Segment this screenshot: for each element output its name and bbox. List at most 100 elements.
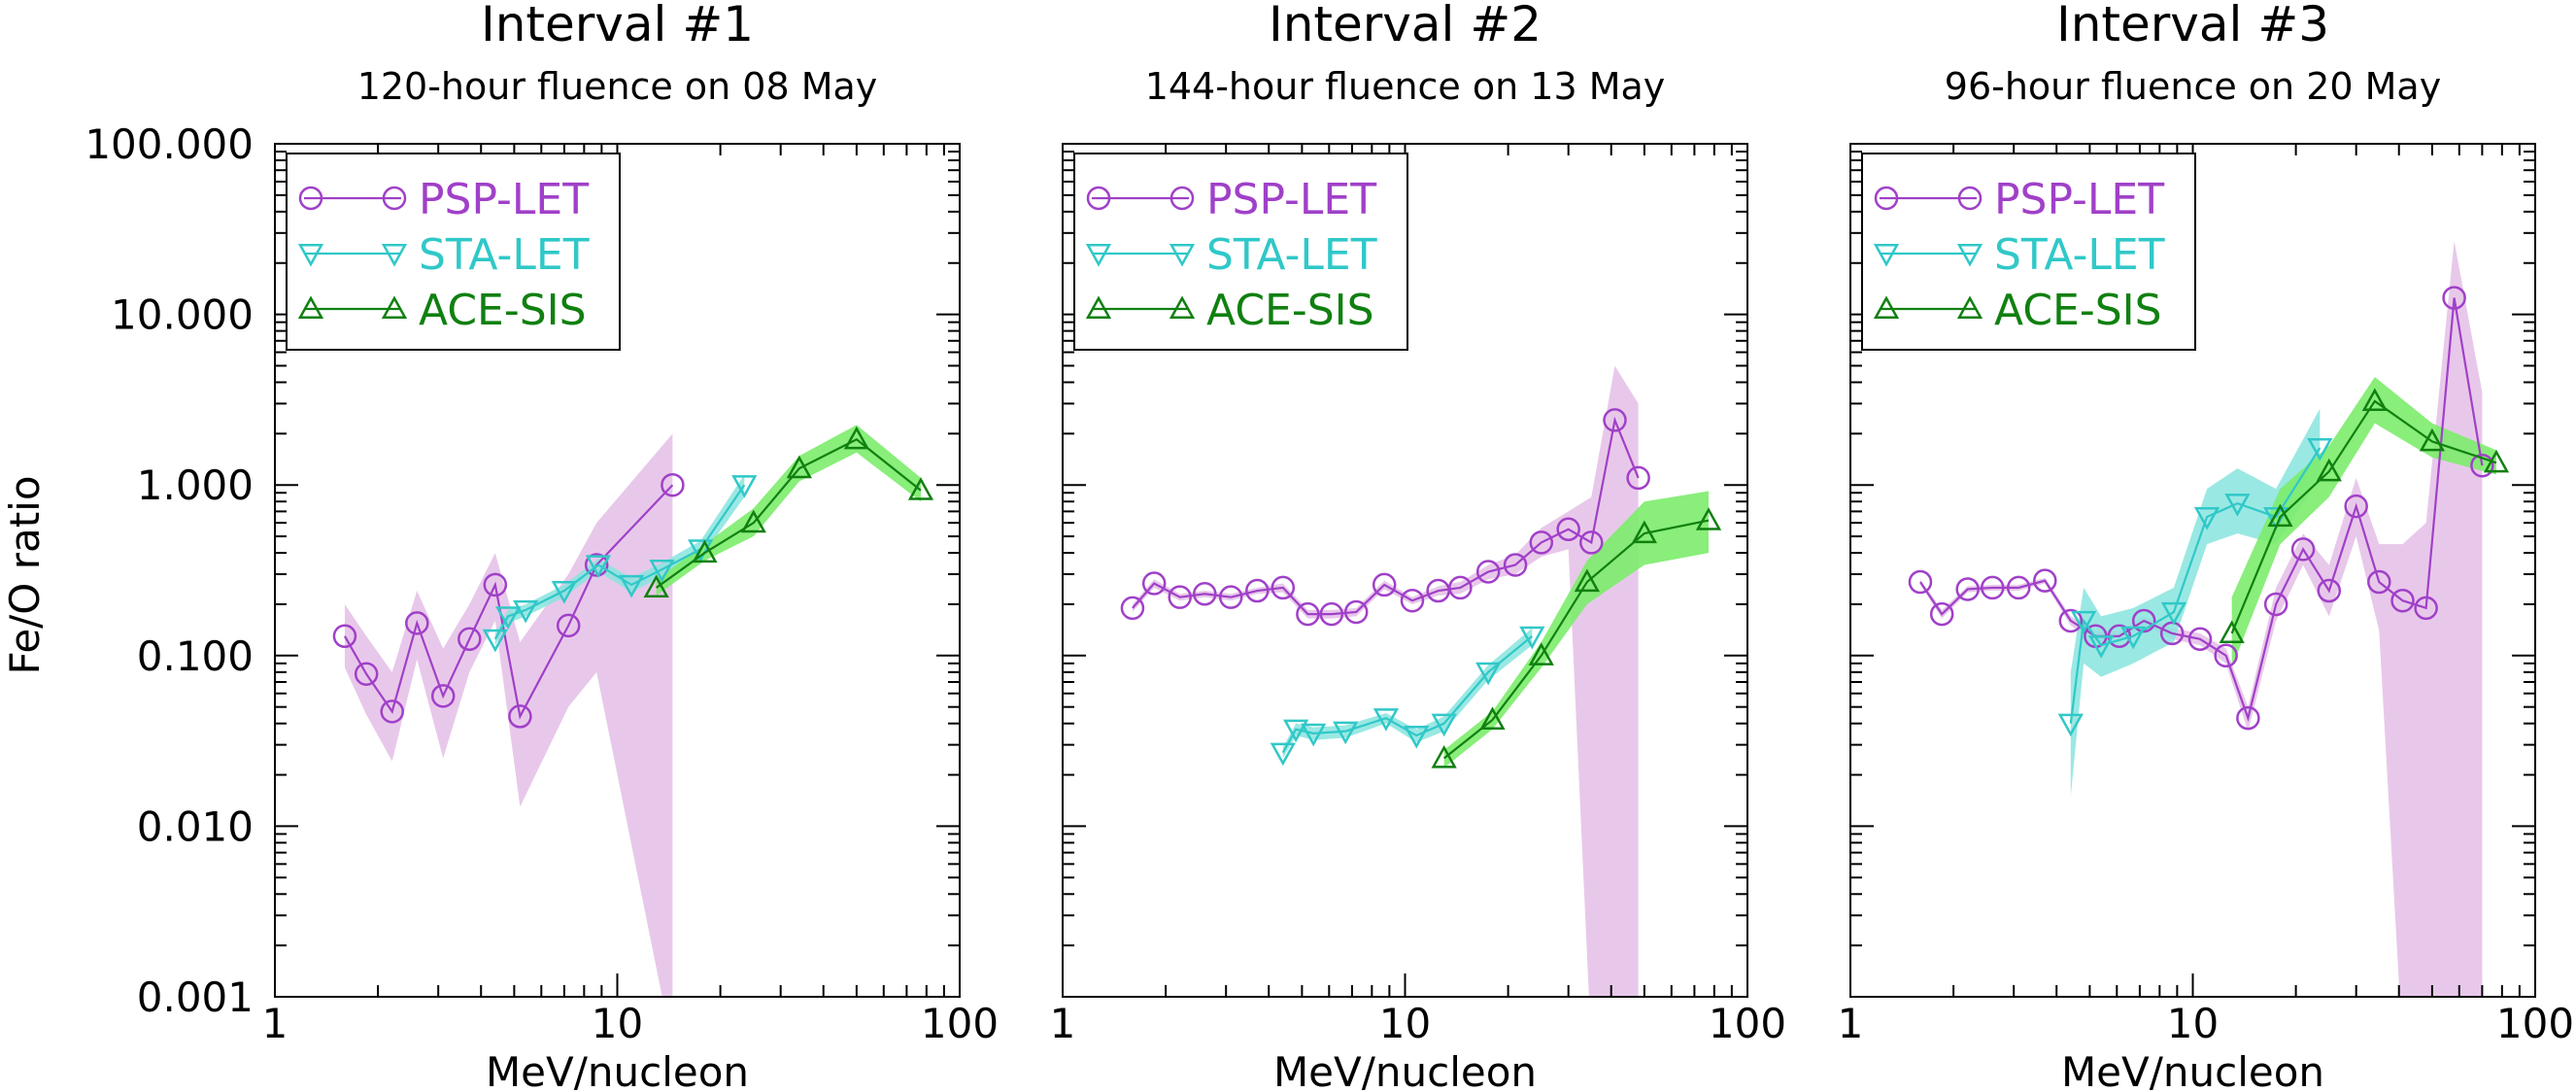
data-point — [1431, 744, 1457, 768]
x-tick-label: 10 — [592, 1000, 643, 1047]
data-point — [740, 509, 766, 533]
legend-marker — [1873, 243, 1900, 267]
data-point — [1319, 601, 1344, 627]
data-point — [2263, 507, 2289, 530]
data-point — [2120, 626, 2147, 650]
y-tick-label: 0.010 — [137, 802, 254, 850]
legend-marker — [1169, 186, 1195, 211]
error-band-psp-let — [1919, 240, 2483, 997]
y-tick-label: 100.000 — [85, 120, 254, 168]
data-point — [2483, 449, 2510, 473]
data-point — [1529, 530, 1554, 555]
data-point — [2219, 620, 2245, 643]
data-point — [618, 574, 645, 598]
legend-marker — [1956, 295, 1983, 320]
legend-label: PSP-LET — [1994, 175, 2164, 224]
data-point — [2267, 503, 2293, 528]
legend-marker — [1169, 243, 1196, 267]
data-point — [2071, 610, 2097, 634]
data-point — [1168, 585, 1192, 609]
data-point — [1631, 520, 1658, 544]
data-point — [1908, 569, 1933, 595]
data-point — [2414, 596, 2438, 621]
legend-label: PSP-LET — [419, 175, 589, 224]
data-point — [649, 560, 675, 583]
data-point — [1929, 601, 1954, 627]
x-tick-label: 10 — [1379, 1000, 1431, 1047]
data-point — [1479, 706, 1506, 731]
data-point — [2316, 458, 2342, 482]
data-point — [2160, 601, 2187, 626]
data-point — [2390, 588, 2415, 613]
legend-marker — [1874, 186, 1899, 211]
data-point — [643, 574, 669, 597]
x-tick-label: 1 — [1838, 1000, 1864, 1047]
legend: PSP-LET STA-LET ACE-SIS — [286, 153, 621, 351]
data-point — [1283, 719, 1309, 743]
data-point — [692, 539, 718, 563]
data-point — [2442, 286, 2466, 310]
data-point — [2344, 494, 2368, 519]
legend-box — [1861, 153, 2196, 351]
legend-label: ACE-SIS — [419, 286, 587, 335]
data-point — [2317, 578, 2342, 603]
data-point — [1626, 465, 1650, 491]
data-point — [2006, 575, 2031, 600]
data-point — [551, 580, 578, 604]
legend-label: ACE-SIS — [1994, 286, 2162, 335]
legend-marker — [381, 295, 408, 320]
data-point — [1603, 408, 1627, 432]
data-point — [354, 662, 379, 686]
data-point — [907, 477, 934, 500]
panel-subtitle: 144-hour fluence on 13 May — [1145, 65, 1666, 108]
data-point — [458, 627, 482, 652]
data-point — [1404, 726, 1430, 749]
legend-marker — [381, 243, 408, 267]
panel-2: Interval #2 144-hour fluence on 13 May 1 10… — [1050, 0, 1786, 1092]
x-tick-label: 100 — [2496, 1000, 2574, 1047]
legend-label: PSP-LET — [1206, 175, 1376, 224]
y-tick-label: 0.001 — [137, 973, 254, 1021]
data-point — [508, 704, 532, 729]
x-tick-label: 1 — [262, 1000, 288, 1047]
legend-marker — [298, 186, 323, 211]
data-point — [2131, 608, 2156, 633]
error-band-sta-let — [2070, 408, 2321, 797]
legend-marker — [1086, 186, 1111, 211]
data-point — [2419, 427, 2446, 452]
data-point — [1400, 588, 1425, 613]
data-point — [1141, 571, 1167, 596]
data-point — [584, 553, 609, 577]
panel-title: Interval #1 — [481, 0, 754, 52]
error-band-psp-let — [344, 433, 673, 997]
data-point — [1372, 572, 1397, 597]
data-point — [332, 624, 357, 649]
plot-area — [332, 425, 934, 997]
data-point — [1475, 662, 1502, 686]
series-line-ace-sis — [2230, 399, 2497, 634]
data-point — [1574, 568, 1600, 593]
x-tick-label: 100 — [921, 1000, 999, 1047]
panel-subtitle: 120-hour fluence on 08 May — [357, 65, 878, 108]
data-point — [556, 613, 581, 638]
x-axis-label: MeV/nucleon — [486, 1048, 749, 1092]
data-point — [1333, 721, 1359, 745]
data-point — [2159, 621, 2185, 646]
data-point — [2214, 643, 2238, 668]
legend-marker — [1873, 295, 1900, 320]
series-line-ace-sis — [1442, 519, 1710, 760]
data-point — [2224, 494, 2251, 517]
legend-box — [286, 153, 621, 351]
data-point — [2088, 635, 2115, 659]
data-point — [2033, 568, 2057, 593]
legend-marker — [1085, 243, 1112, 267]
legend: PSP-LET STA-LET ACE-SIS — [1861, 153, 2196, 351]
data-point — [1218, 585, 1243, 609]
data-point — [1296, 601, 1320, 627]
plot-area — [1908, 240, 2510, 997]
legend-label: ACE-SIS — [1206, 286, 1374, 335]
panel-title: Interval #3 — [2056, 0, 2329, 52]
data-point — [1981, 575, 2005, 600]
y-axis-label: Fe/O ratio — [1, 475, 49, 674]
